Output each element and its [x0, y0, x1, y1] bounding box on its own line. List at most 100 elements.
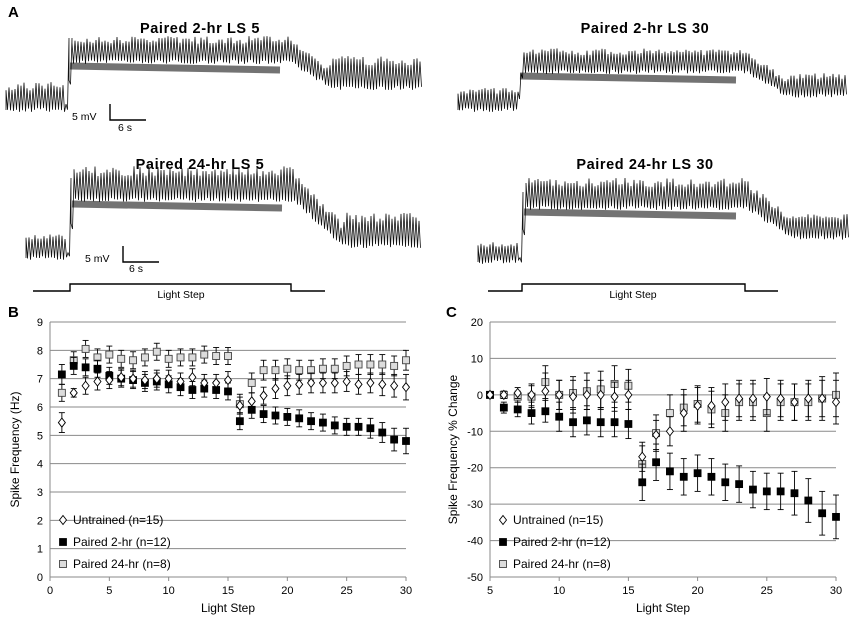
data-point	[832, 512, 840, 521]
data-point	[499, 389, 508, 401]
data-point	[105, 350, 114, 359]
legend-marker	[59, 560, 67, 568]
data-point	[568, 391, 578, 402]
y-tick-label: -10	[467, 426, 483, 438]
trace-band	[519, 72, 737, 84]
data-point	[212, 352, 221, 360]
trace-band	[523, 208, 737, 220]
data-point	[342, 361, 351, 370]
y-tick-label: 9	[37, 317, 43, 329]
data-point	[378, 379, 387, 390]
data-point	[693, 400, 702, 412]
data-point	[283, 380, 292, 391]
data-point	[378, 428, 387, 437]
x-tick-label: 15	[222, 585, 234, 597]
scale-bar-mv-label: 5 mV	[72, 111, 97, 123]
data-point	[402, 437, 410, 445]
data-point	[306, 377, 316, 389]
y-tick-label: 10	[471, 353, 483, 365]
data-point	[259, 410, 268, 418]
y-tick-label: 1	[37, 544, 43, 556]
data-point	[527, 389, 536, 401]
y-tick-label: 20	[471, 317, 483, 329]
data-point	[762, 487, 771, 496]
data-point	[330, 364, 339, 373]
data-point	[318, 377, 328, 389]
y-tick-label: 0	[37, 572, 43, 584]
x-tick-label: 15	[622, 585, 634, 597]
data-point	[188, 372, 197, 383]
data-point	[57, 417, 66, 428]
data-point	[541, 385, 550, 397]
legend-label: Paired 2-hr (n=12)	[73, 535, 171, 549]
x-tick-label: 20	[281, 585, 293, 597]
light-step-label: Light Step	[157, 289, 204, 301]
y-tick-label: 4	[37, 459, 43, 471]
data-point	[176, 353, 185, 362]
data-point	[818, 393, 827, 404]
data-point	[164, 373, 173, 384]
scale-bar-s-label: 6 s	[118, 122, 132, 134]
y-axis-label: Spike Frequency (Hz)	[8, 391, 22, 507]
data-point	[188, 353, 197, 362]
panel-c-letter: C	[446, 304, 457, 321]
chart-spike-frequency: 0 1 2 3 4 5 6 7 8 9 0 5 10 15 20 25 30 Light Step Spike Fr…	[8, 317, 412, 615]
data-point	[513, 405, 522, 414]
light-step-label: Light Step	[609, 289, 656, 301]
data-point	[283, 413, 292, 421]
data-point	[596, 418, 605, 427]
data-point	[804, 393, 813, 404]
data-point	[188, 386, 197, 394]
panel-c: C -50 -40 -30 -20 -10 0 10 20 5 10 15 20 25 30 Light S…	[446, 304, 842, 615]
data-point	[485, 389, 495, 401]
trace-line	[5, 36, 422, 112]
data-point	[69, 362, 78, 370]
voltage-trace-24hr-ls5	[25, 166, 421, 260]
x-tick-label: 10	[553, 585, 565, 597]
data-point	[105, 374, 114, 386]
data-point	[665, 409, 674, 418]
y-tick-label: 6	[37, 402, 43, 414]
data-point	[319, 418, 327, 427]
data-point	[271, 411, 280, 420]
data-point	[707, 472, 716, 481]
legend-marker	[499, 538, 507, 546]
data-point	[776, 393, 785, 404]
data-point	[295, 366, 304, 375]
x-tick-label: 25	[761, 585, 773, 597]
data-point	[402, 356, 410, 365]
data-point	[342, 376, 351, 387]
data-point	[318, 364, 327, 373]
scale-bar-s-label: 6 s	[129, 263, 143, 275]
data-point	[307, 417, 315, 426]
data-point	[499, 403, 508, 412]
trace-title-2hr-ls30: Paired 2-hr LS 30	[581, 21, 710, 37]
data-point	[81, 344, 90, 353]
panel-a: A Paired 2-hr LS 5 Paired 2-hr LS 30 Pai…	[5, 4, 849, 301]
data-point	[93, 364, 102, 373]
data-point	[679, 407, 688, 419]
data-point	[212, 377, 221, 389]
x-tick-label: 25	[341, 585, 353, 597]
trace-band	[71, 200, 283, 212]
y-tick-label: -40	[467, 536, 483, 548]
data-point	[527, 409, 536, 417]
x-tick-label: 30	[830, 585, 842, 597]
data-point	[790, 489, 799, 498]
data-point	[776, 487, 785, 496]
series-diamond-open	[485, 372, 841, 472]
x-tick-label: 20	[691, 585, 703, 597]
trace-line	[25, 166, 421, 260]
data-point	[665, 426, 674, 437]
series-square-filled	[486, 390, 840, 540]
data-point	[818, 509, 827, 518]
data-point	[610, 418, 619, 427]
data-point	[366, 377, 375, 389]
data-point	[140, 353, 149, 362]
voltage-trace-24hr-ls30	[477, 177, 849, 264]
series-square-open	[486, 365, 840, 483]
data-point	[555, 389, 564, 401]
data-point	[69, 387, 78, 399]
x-tick-label: 0	[47, 585, 53, 597]
